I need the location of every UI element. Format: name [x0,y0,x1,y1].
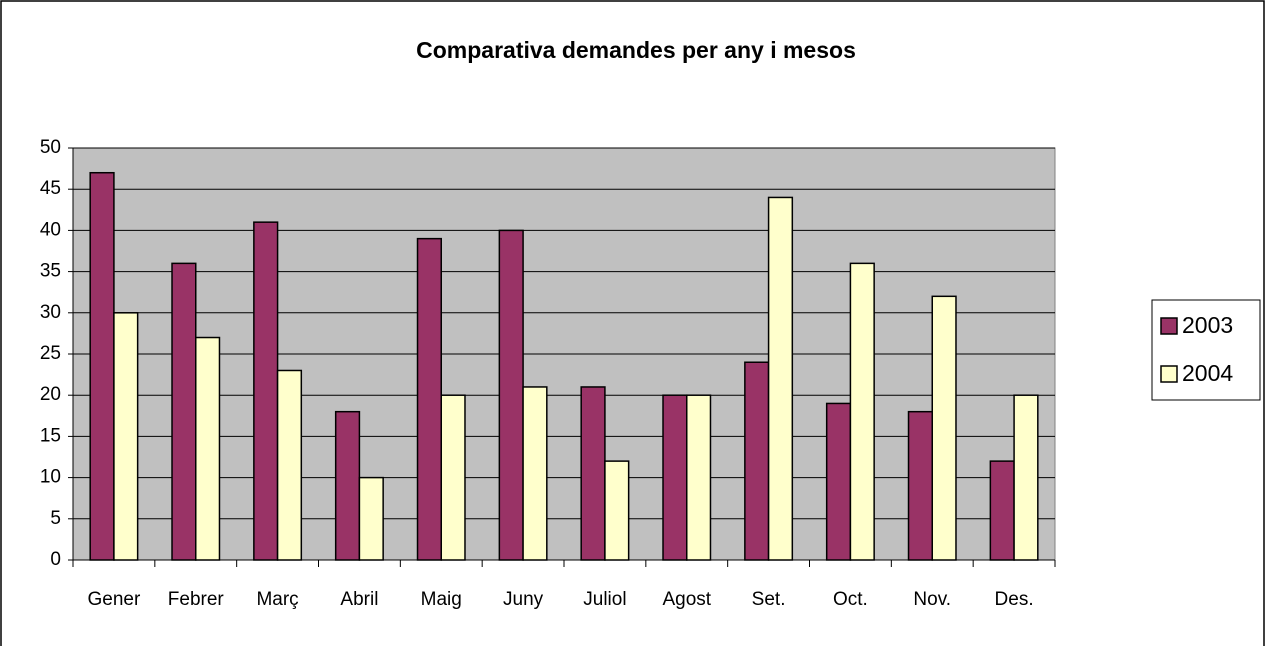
x-tick-label: Juliol [583,589,626,610]
bar [498,229,524,561]
x-tick-label: Nov. [913,589,951,610]
x-tick-label: Març [256,589,298,610]
bar [849,262,875,561]
y-tick-label: 45 [40,178,61,199]
y-tick-label: 50 [40,137,61,158]
legend-label: 2004 [1182,360,1233,386]
legend-box [1151,299,1261,401]
bar [89,171,115,561]
bar [604,460,630,561]
bar [580,386,606,561]
x-tick-label: Febrer [168,589,225,610]
x-tick-label: Abril [340,589,378,610]
bar [171,262,197,561]
y-tick-label: 10 [40,467,61,488]
y-tick-label: 5 [50,508,61,529]
bar [253,221,279,561]
bar [358,476,384,561]
bar [1013,394,1039,561]
bar [989,460,1015,561]
legend-label: 2003 [1182,312,1233,338]
bar [686,394,712,561]
bar [662,394,688,561]
bar [416,237,443,561]
y-tick-label: 0 [50,549,61,570]
bar [522,386,548,561]
x-tick-label: Maig [421,589,462,610]
x-tick-label: Gener [88,589,141,610]
bar [440,394,466,561]
y-tick-label: 35 [40,261,61,282]
y-tick-label: 15 [40,425,61,446]
x-tick-label: Oct. [833,589,868,610]
bar [907,410,933,561]
legend-swatch [1160,317,1178,335]
bar [276,369,303,561]
bar [744,361,770,561]
bar [113,312,139,561]
x-tick-label: Des. [995,589,1034,610]
bar [334,410,361,561]
x-tick-label: Juny [503,589,544,610]
y-tick-label: 30 [40,302,61,323]
y-tick-label: 40 [40,219,61,240]
chart-title: Comparativa demandes per any i mesos [416,37,856,63]
legend-swatch [1160,365,1178,383]
x-tick-label: Agost [662,589,711,610]
bar [825,402,852,561]
y-tick-label: 25 [40,343,61,364]
bar [767,196,794,561]
bar [195,336,221,561]
bar [931,295,957,561]
y-tick-label: 20 [40,384,61,405]
x-tick-label: Set. [752,589,786,610]
